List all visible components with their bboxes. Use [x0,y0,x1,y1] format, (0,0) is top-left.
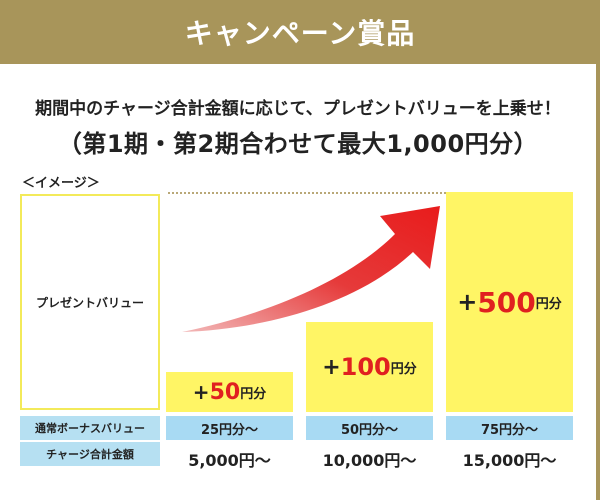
tier-3-amount: 15,000円～ [462,451,557,470]
tier-1-amount: 5,000円～ [188,451,271,470]
tier-3-bonus: 75円分～ [446,416,573,440]
header-title: キャンペーン賞品 [184,17,416,50]
tier-bar-1: + 50 円分 [166,372,293,412]
header-bar: キャンペーン賞品 [0,0,600,64]
legend-present-value-label: プレゼントバリュー [35,295,144,310]
legend-present-value-box: プレゼントバリュー [20,194,160,410]
dotted-guide-line [168,192,446,194]
intro-line-1: 期間中のチャージ合計金額に応じて、プレゼントバリューを上乗せ！ [35,99,561,119]
charge-total-row-label: チャージ合計金額 [20,442,160,466]
tier-bar-2: + 100 円分 [306,322,433,412]
tier-bar-3: + 500 円分 [446,192,573,412]
tier-2-value: 100 [340,353,391,381]
tier-3-plus: + [457,288,478,316]
tier-3-unit: 円分 [535,296,562,312]
tier-1-plus: + [192,380,210,404]
tier-3-value: 500 [477,285,536,319]
tier-2-unit: 円分 [390,361,417,377]
image-label: ＜イメージ＞ [22,176,100,191]
content-panel: 期間中のチャージ合計金額に応じて、プレゼントバリューを上乗せ！ （第1期・第2期… [0,64,596,500]
tier-2-bonus: 50円分～ [306,416,433,440]
tier-1-value: 50 [209,379,241,405]
tier-2-plus: + [322,354,341,380]
intro-line-2: （第1期・第2期合わせて最大1,000円分） [57,130,539,158]
bonus-value-row-label: 通常ボーナスバリュー [20,416,160,440]
tier-2-amount: 10,000円～ [322,451,417,470]
tier-1-unit: 円分 [240,386,267,402]
tier-1-bonus: 25円分～ [166,416,293,440]
